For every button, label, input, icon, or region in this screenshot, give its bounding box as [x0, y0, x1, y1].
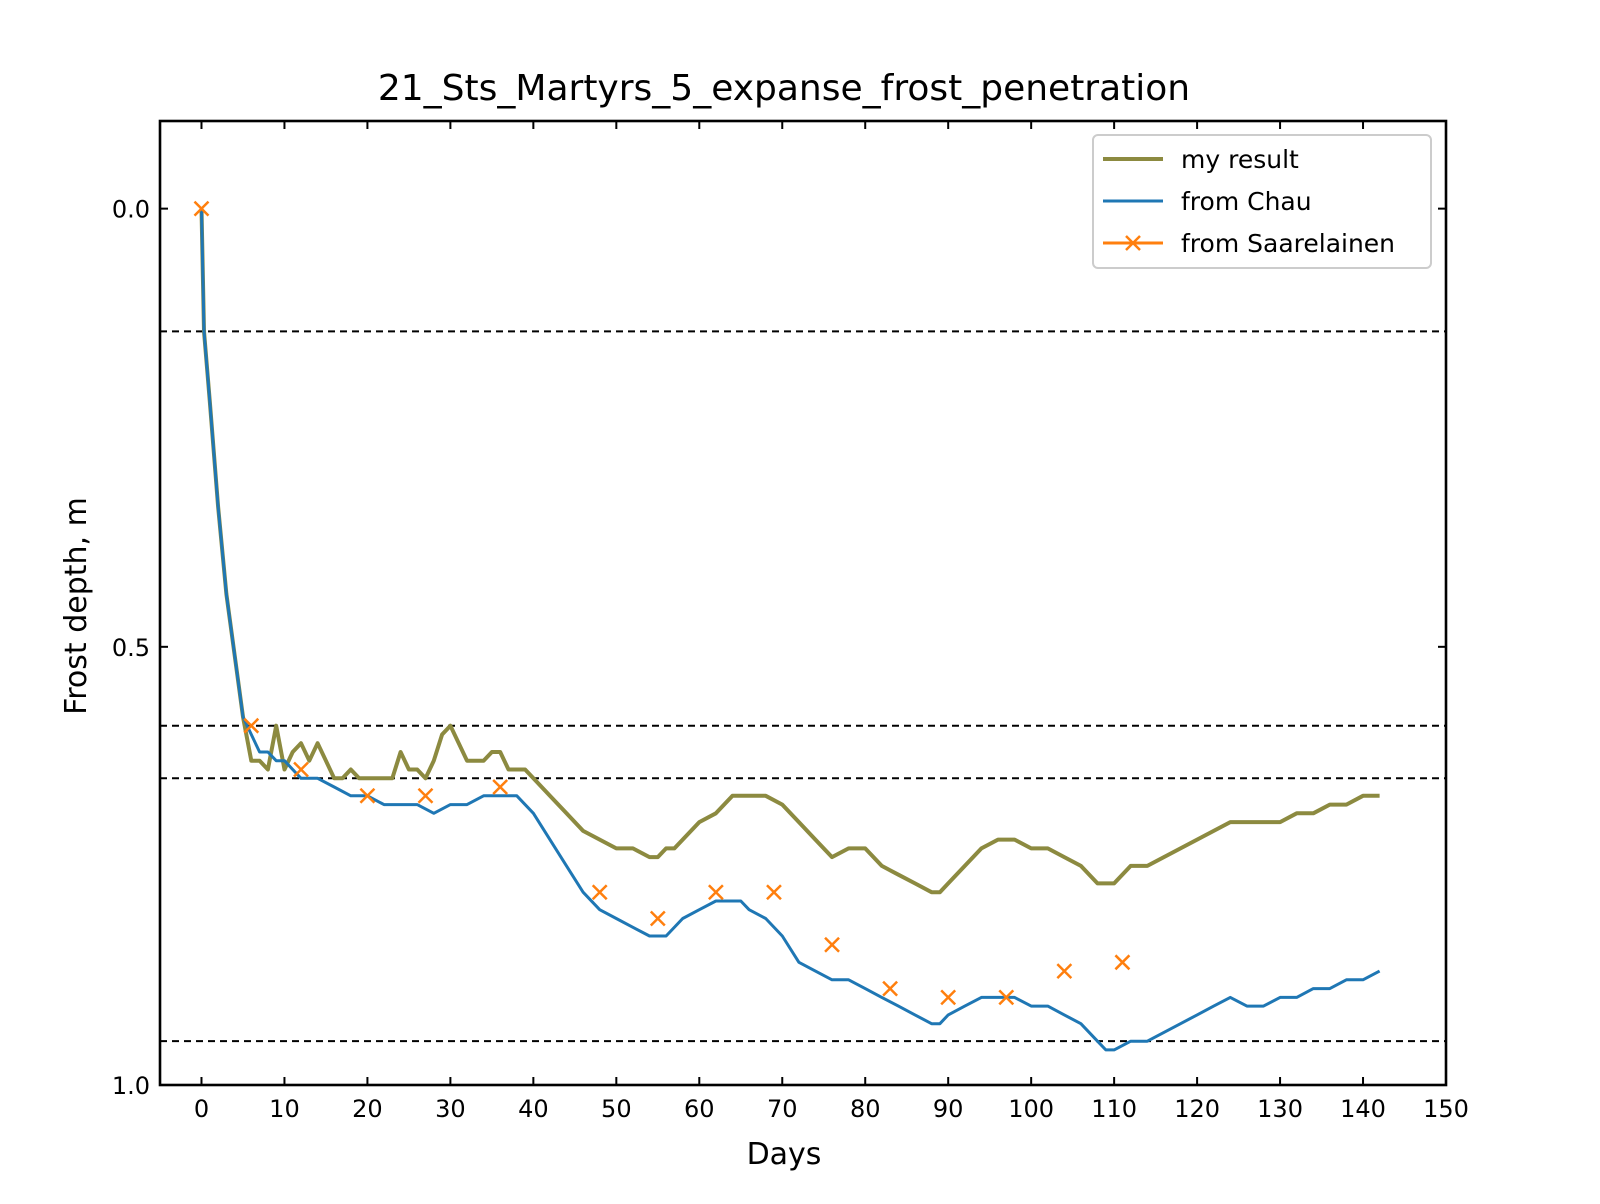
x-tick-label: 80 [850, 1095, 881, 1123]
chart-title: 21_Sts_Martyrs_5_expanse_frost_penetrati… [378, 68, 1190, 109]
y-tick-label: 1.0 [112, 1072, 150, 1100]
x-tick-label: 60 [684, 1095, 715, 1123]
legend-label-from-chau: from Chau [1181, 187, 1312, 216]
series-line-my-result [199, 208, 1380, 895]
series-marker-from-saarelainen [1114, 954, 1131, 971]
x-tick-label: 130 [1257, 1095, 1303, 1123]
series-marker-from-saarelainen [293, 761, 309, 778]
x-tick-label: 110 [1091, 1095, 1137, 1123]
series-marker-from-saarelainen [193, 200, 210, 217]
series-line-from-chau [200, 208, 1381, 1052]
x-tick-label: 20 [352, 1095, 383, 1123]
x-tick-label: 50 [601, 1095, 632, 1123]
x-tick-label: 0 [194, 1095, 209, 1123]
x-tick-label: 120 [1174, 1095, 1220, 1123]
x-tick-label: 150 [1423, 1095, 1469, 1123]
x-tick-label: 10 [269, 1095, 300, 1123]
series-marker-from-saarelainen [492, 779, 509, 795]
legend-box [1092, 134, 1432, 269]
series-marker-from-saarelainen [359, 787, 376, 804]
x-axis-title: Days [747, 1137, 822, 1172]
series-marker-from-saarelainen [766, 884, 782, 901]
legend: my result from Chau from Saarelainen [1092, 134, 1432, 269]
series-marker-from-saarelainen [1056, 963, 1073, 979]
series-marker-from-saarelainen [882, 980, 899, 997]
x-tick-label: 40 [518, 1095, 549, 1123]
legend-label-my-result: my result [1181, 145, 1299, 174]
y-tick-label: 0.0 [112, 196, 150, 224]
x-tick-label: 90 [933, 1095, 964, 1123]
x-tick-label: 30 [435, 1095, 466, 1123]
x-tick-label: 70 [767, 1095, 798, 1123]
series-marker-from-saarelainen [417, 787, 434, 804]
series-marker-from-saarelainen [824, 936, 840, 953]
y-tick-label: 0.5 [112, 634, 150, 662]
series-marker-from-saarelainen [707, 884, 724, 901]
x-tick-label: 100 [1008, 1095, 1054, 1123]
series-marker-from-saarelainen [998, 989, 1015, 1006]
series-marker-from-saarelainen [940, 989, 957, 1006]
series-marker-from-saarelainen [243, 717, 260, 734]
legend-label-from-saarelainen: from Saarelainen [1181, 229, 1395, 258]
y-axis-title: Frost depth, m [59, 497, 94, 715]
x-tick-label: 140 [1340, 1095, 1386, 1123]
series-marker-from-saarelainen [591, 884, 608, 901]
series-marker-from-saarelainen [649, 910, 666, 927]
plot-frame [158, 119, 1448, 1087]
